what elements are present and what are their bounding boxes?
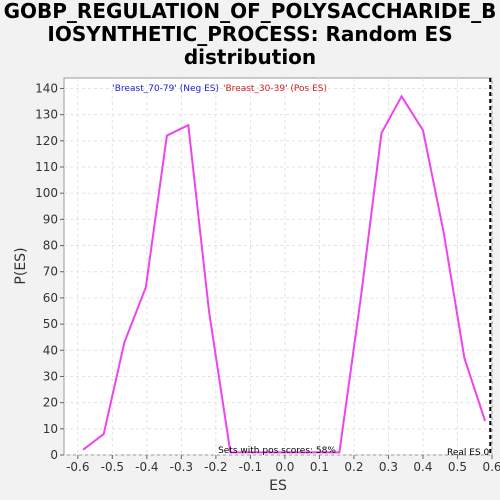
y-axis-label: P(ES) xyxy=(13,247,29,284)
y-tick-label: 0 xyxy=(50,448,58,462)
x-tick-label: 0.2 xyxy=(344,460,363,474)
x-tick-label: -0.5 xyxy=(101,460,124,474)
real-es-label: Real ES 0 xyxy=(447,448,490,458)
y-tick-label: 30 xyxy=(43,369,58,383)
x-tick-label: 0.5 xyxy=(448,460,467,474)
x-tick-label: -0.6 xyxy=(66,460,89,474)
x-tick-label: 0.0 xyxy=(275,460,294,474)
title-line-2: IOSYNTHETIC_PROCESS: Random ES xyxy=(47,22,453,46)
title-line-3: distribution xyxy=(183,45,317,69)
title-line-1: GOBP_REGULATION_OF_POLYSACCHARIDE_B xyxy=(3,0,497,23)
y-tick-label: 60 xyxy=(43,291,58,305)
series-line xyxy=(82,94,487,454)
x-axis-label: ES xyxy=(269,478,287,494)
plot-area xyxy=(63,77,493,456)
x-tick-label: 0.3 xyxy=(379,460,398,474)
x-tick-label: -0.4 xyxy=(135,460,158,474)
x-tick-label: -0.3 xyxy=(170,460,193,474)
x-tick-label: 0.1 xyxy=(310,460,329,474)
chart-title: GOBP_REGULATION_OF_POLYSACCHARIDE_B IOSY… xyxy=(0,0,500,69)
y-tick-label: 110 xyxy=(35,160,58,174)
y-tick-label: 80 xyxy=(43,239,58,253)
x-tick-label: -0.2 xyxy=(204,460,227,474)
y-tick-label: 130 xyxy=(35,108,58,122)
grid-lines xyxy=(64,78,493,456)
x-tick-label: -0.1 xyxy=(239,460,262,474)
pos-es-label: 'Breast_30-39' (Pos ES) xyxy=(223,84,327,94)
neg-es-label: 'Breast_70-79' (Neg ES) xyxy=(112,84,219,94)
y-tick-label: 100 xyxy=(35,186,58,200)
pos-scores-label: Sets with pos scores: 58% xyxy=(218,446,336,456)
x-tick-label: 0.4 xyxy=(413,460,432,474)
y-tick-label: 90 xyxy=(43,212,58,226)
y-tick-label: 140 xyxy=(35,81,58,95)
x-axis-ticks: -0.6 -0.5 -0.4 -0.3 -0.2 -0.1 0.0 0.1 0.2 0.3 0.4 0… xyxy=(66,455,500,474)
y-tick-label: 70 xyxy=(43,265,58,279)
y-tick-label: 20 xyxy=(43,396,58,410)
y-tick-label: 10 xyxy=(43,422,58,436)
y-tick-label: 50 xyxy=(43,317,58,331)
y-tick-label: 120 xyxy=(35,134,58,148)
x-tick-label: 0.6 xyxy=(482,460,500,474)
y-tick-label: 40 xyxy=(43,343,58,357)
y-axis-ticks: 0 10 20 30 40 50 60 70 80 90 100 110 120 130 140 xyxy=(35,81,64,462)
